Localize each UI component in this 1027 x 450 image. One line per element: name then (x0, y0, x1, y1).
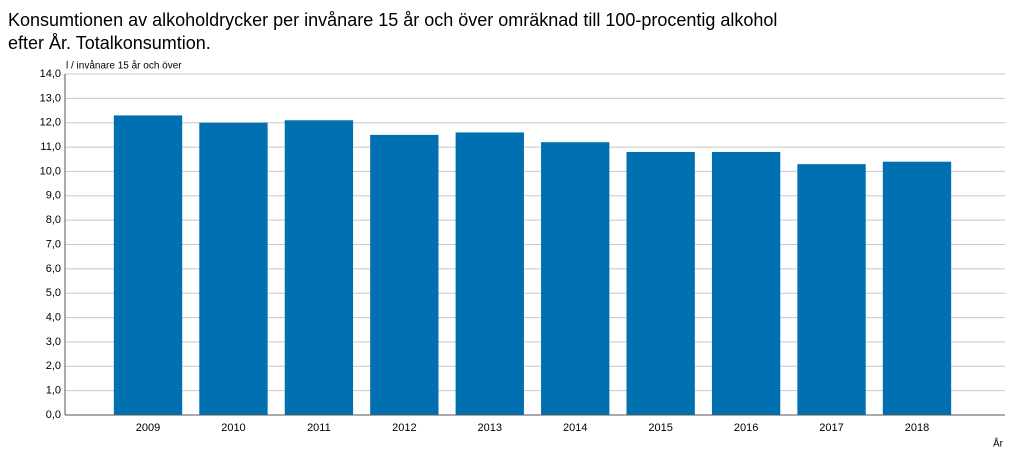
y-tick-label: 11,0 (40, 141, 61, 153)
x-tick-label: 2013 (478, 422, 502, 434)
bar (370, 134, 439, 415)
bar (711, 151, 781, 415)
x-tick-label: 2012 (392, 422, 416, 434)
x-axis-label: År (993, 437, 1004, 450)
y-tick-label: 6,0 (46, 263, 61, 275)
x-tick-label: 2016 (734, 422, 758, 434)
bar (284, 120, 354, 416)
y-tick-label: 0,0 (46, 409, 61, 421)
x-tick-label: 2009 (136, 422, 160, 434)
x-tick-label: 2018 (905, 422, 929, 434)
bar (882, 161, 952, 415)
y-tick-label: 10,0 (40, 165, 61, 177)
y-tick-label: 9,0 (46, 190, 61, 202)
y-tick-label: 3,0 (46, 336, 61, 348)
bar (455, 132, 524, 415)
y-tick-label: 7,0 (46, 238, 61, 250)
y-tick-label: 12,0 (40, 117, 61, 129)
y-tick-label: 8,0 (46, 214, 61, 226)
x-tick-label: 2014 (563, 422, 587, 434)
y-axis-label: l / invånare 15 år och över (66, 60, 182, 72)
bar (199, 122, 268, 415)
y-tick-label: 5,0 (46, 287, 61, 299)
bar (626, 151, 695, 415)
chart-title: Konsumtionen av alkoholdrycker per invån… (8, 10, 777, 30)
bar (113, 115, 183, 416)
y-tick-label: 2,0 (46, 360, 61, 372)
bar (541, 142, 610, 415)
y-tick-label: 1,0 (46, 385, 61, 397)
chart-subtitle: efter År. Totalkonsumtion. (8, 33, 211, 53)
x-tick-label: 2015 (648, 422, 672, 434)
y-tick-label: 13,0 (40, 92, 61, 104)
x-tick-label: 2017 (819, 422, 843, 434)
x-tick-label: 2010 (221, 422, 245, 434)
bar (797, 164, 866, 415)
x-tick-label: 2011 (307, 422, 331, 434)
y-tick-label: 4,0 (46, 311, 61, 323)
y-tick-label: 14,0 (40, 68, 61, 80)
